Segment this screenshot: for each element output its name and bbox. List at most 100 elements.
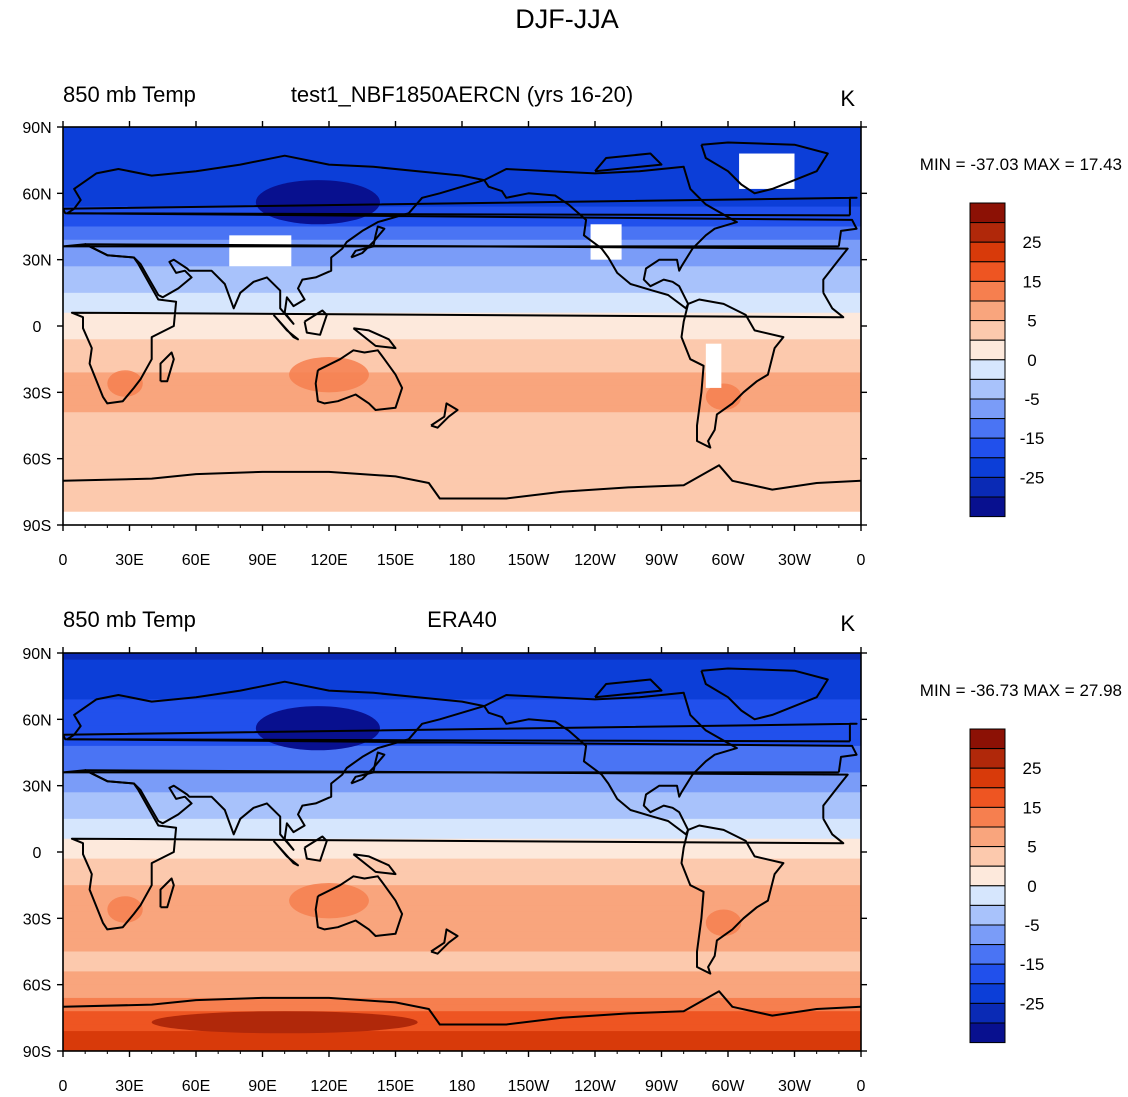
colorbar-tick-label: 25: [1023, 233, 1042, 252]
coastline: [159, 877, 175, 909]
field-band: [63, 127, 861, 135]
colorbar-box: [969, 767, 1006, 789]
field-band: [63, 279, 861, 287]
y-tick-label: 30N: [22, 779, 51, 796]
colorbar-box: [969, 320, 1006, 341]
field-band: [63, 792, 861, 800]
y-tick-label: 60S: [23, 978, 51, 995]
field-band: [63, 452, 861, 460]
colorbar-box: [969, 280, 1006, 302]
field-band: [63, 805, 861, 813]
colorbar-tick-label: 15: [1023, 798, 1042, 817]
colorbar-box: [969, 359, 1006, 380]
field-band: [63, 418, 861, 427]
x-tick-label: 90E: [248, 1078, 276, 1095]
field-band: [63, 1031, 861, 1039]
field-band: [63, 160, 861, 168]
panel-left-title: 850 mb Temp: [63, 82, 196, 107]
field-band: [63, 905, 861, 913]
y-tick-label: 60S: [23, 452, 51, 469]
colorbar-box: [969, 1022, 1006, 1044]
y-tick-label: 30S: [23, 911, 51, 928]
colorbar-box: [969, 1002, 1006, 1024]
field-band: [63, 765, 861, 773]
x-tick-label: 60W: [712, 1078, 746, 1095]
field-band: [63, 911, 861, 919]
field-band: [63, 1011, 861, 1019]
field-band: [63, 991, 861, 999]
field-band: [63, 345, 861, 354]
panel-center-title: ERA40: [427, 607, 497, 632]
y-tick-label: 30S: [23, 385, 51, 402]
colorbar-box: [969, 904, 1006, 926]
colorbar-box: [969, 944, 1006, 965]
field-band: [63, 838, 861, 846]
colorbar-tick-label: 5: [1027, 312, 1036, 331]
colorbar-tick-label: -25: [1020, 994, 1045, 1013]
field-band: [63, 692, 861, 701]
x-tick-label: 150E: [377, 1078, 414, 1095]
x-tick-label: 30W: [778, 552, 812, 569]
x-tick-label: 120W: [574, 1078, 617, 1095]
field-band: [63, 871, 861, 880]
field-band: [63, 1024, 861, 1032]
field-band: [63, 266, 861, 274]
colorbar-box: [969, 924, 1006, 946]
field-band: [63, 193, 861, 201]
field-band: [63, 1037, 861, 1045]
field-band: [63, 772, 861, 780]
coastlines: [63, 141, 861, 500]
field-band: [63, 206, 861, 214]
field-band: [63, 392, 861, 400]
coastline: [430, 402, 459, 429]
x-tick-label: 150W: [508, 552, 551, 569]
colorbar-box: [969, 339, 1006, 361]
coastlines: [63, 667, 861, 1026]
coastline: [700, 141, 829, 195]
field-band: [63, 958, 861, 966]
colorbar-tick-label: 5: [1027, 838, 1036, 857]
colorbar-tick-label: 0: [1027, 351, 1036, 370]
field-band: [63, 812, 861, 820]
y-tick-label: 0: [33, 845, 42, 862]
x-tick-label: 120E: [310, 552, 347, 569]
field-band: [63, 699, 861, 707]
coastline: [430, 928, 459, 955]
y-tick-label: 30N: [22, 253, 51, 270]
field-band: [63, 1017, 861, 1026]
map-panel-model: 0 30E 60E 90E 120E 150E 180 150W 120W 90W 60W 30W 09…: [22, 82, 1122, 569]
field-band: [63, 845, 861, 853]
field-band: [63, 173, 861, 181]
colorbar-box: [969, 476, 1006, 498]
field-band: [63, 865, 861, 873]
field-band: [63, 679, 861, 687]
colorbar-tick-label: -5: [1024, 390, 1039, 409]
field-band: [63, 186, 861, 194]
coastline: [63, 722, 858, 743]
min-max-label: MIN = -37.03 MAX = 17.43: [920, 155, 1122, 174]
field-warm-region: [107, 896, 143, 923]
field-band: [63, 485, 861, 493]
field-band: [63, 885, 861, 893]
field-band: [63, 286, 861, 294]
x-tick-label: 30W: [778, 1078, 812, 1095]
colorbar-box: [969, 826, 1006, 848]
field-band: [63, 944, 861, 953]
field-band: [63, 425, 861, 433]
map-panel-era40: 0 30E 60E 90E 120E 150E 180 150W 120W 90W 60W 30W 09…: [22, 607, 1122, 1095]
field-band: [63, 166, 861, 175]
field-band: [63, 272, 861, 281]
field-band: [63, 498, 861, 506]
field-cold-core: [255, 706, 380, 751]
field-band: [63, 246, 861, 254]
colorbar-box: [969, 222, 1006, 243]
field-band: [63, 752, 861, 760]
field-band: [63, 180, 861, 188]
coastline: [303, 309, 328, 336]
colorbar-box: [969, 437, 1006, 459]
field-band: [63, 306, 861, 314]
field-band: [63, 964, 861, 972]
colorbar-box: [969, 202, 1006, 224]
field-band: [63, 219, 861, 228]
